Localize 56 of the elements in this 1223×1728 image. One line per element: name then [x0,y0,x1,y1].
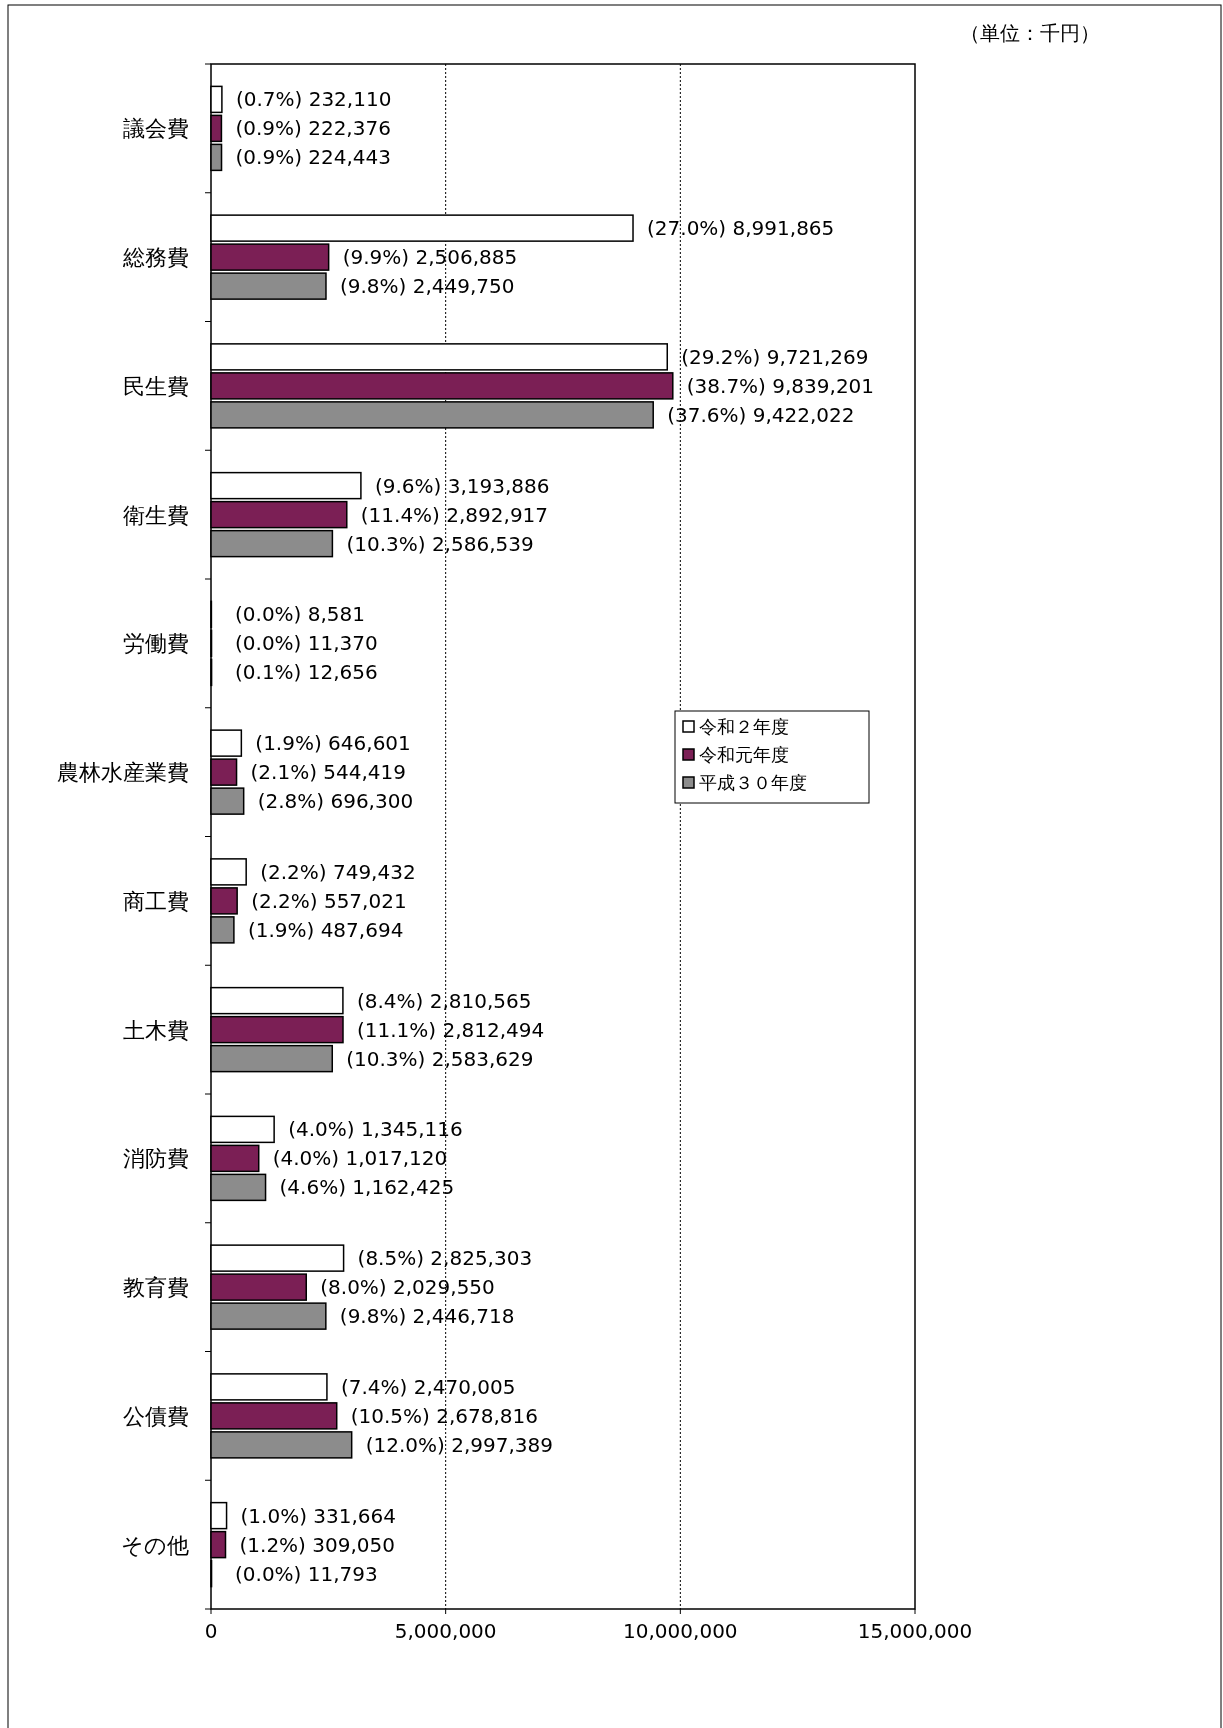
legend-label: 令和２年度 [699,716,789,737]
legend-label: 令和元年度 [699,744,789,765]
data-label: (4.0%) 1,345,116 [288,1117,463,1142]
x-tick-label: 0 [204,1619,218,1643]
data-label: (10.3%) 2,583,629 [346,1046,534,1071]
text: （単位：千円） [960,21,1100,45]
y-tick-label: 総務費 [122,245,189,271]
x-tick-label: 10,000,000 [623,1619,738,1643]
data-label: (27.0%) 8,991,865 [647,216,835,241]
data-label: (10.3%) 2,586,539 [346,531,534,556]
legend-label: 平成３０年度 [699,772,807,793]
data-label: (2.2%) 557,021 [251,888,407,913]
data-label: (8.4%) 2,810,565 [356,988,532,1013]
data-label: (1.2%) 309,050 [239,1532,395,1557]
data-label: (2.1%) 544,419 [250,760,407,785]
data-label: (9.9%) 2,506,885 [342,245,518,270]
x-tick-label: 5,000,000 [394,1619,497,1643]
data-label: (38.7%) 9,839,201 [686,373,875,398]
y-tick-label: 労働費 [123,631,189,657]
data-label: (12.0%) 2,997,389 [365,1432,553,1457]
data-label: (1.9%) 646,601 [255,731,411,756]
data-label: (37.6%) 9,422,022 [667,402,855,427]
data-label: (1.0%) 331,664 [240,1503,397,1528]
data-label: (4.6%) 1,162,425 [279,1175,455,1200]
data-label: (0.1%) 12,656 [235,660,378,685]
data-label: (2.2%) 749,432 [260,859,416,884]
data-label: (9.8%) 2,449,750 [339,274,515,299]
data-label: (11.4%) 2,892,917 [360,502,549,527]
data-label: (0.0%) 11,793 [235,1561,378,1586]
data-label: (11.1%) 2,812,494 [357,1017,545,1042]
data-label: (10.5%) 2,678,816 [350,1403,539,1428]
data-label: (1.9%) 487,694 [247,917,404,942]
y-tick-label: 商工費 [123,888,189,914]
data-label: (0.0%) 8,581 [235,602,366,627]
y-tick-label: 教育費 [123,1275,189,1301]
data-label: (0.7%) 232,110 [235,87,392,112]
y-tick-label: 農林水産業費 [57,760,189,786]
y-tick-label: 衛生費 [123,502,189,528]
y-tick-label: 消防費 [123,1146,189,1172]
y-tick-label: 議会費 [123,116,189,142]
y-tick-label: 民生費 [123,373,189,399]
y-tick-label: その他 [121,1532,189,1558]
x-tick-label: 15,000,000 [857,1619,973,1643]
data-label: (2.8%) 696,300 [257,789,414,814]
y-tick-label: 土木費 [123,1017,189,1043]
y-tick-label: 公債費 [123,1403,189,1429]
data-label: (0.9%) 222,376 [235,116,391,141]
data-label: (0.0%) 11,370 [235,631,378,656]
data-label: (7.4%) 2,470,005 [340,1374,516,1399]
data-label: (9.8%) 2,446,718 [339,1304,515,1329]
data-label: (29.2%) 9,721,269 [681,344,869,369]
data-label: (8.5%) 2,825,303 [357,1246,533,1271]
data-label: (9.6%) 3,193,886 [374,473,550,498]
data-label: (4.0%) 1,017,120 [272,1146,448,1171]
data-label: (8.0%) 2,029,550 [320,1275,495,1300]
data-label: (0.9%) 224,443 [235,145,392,170]
